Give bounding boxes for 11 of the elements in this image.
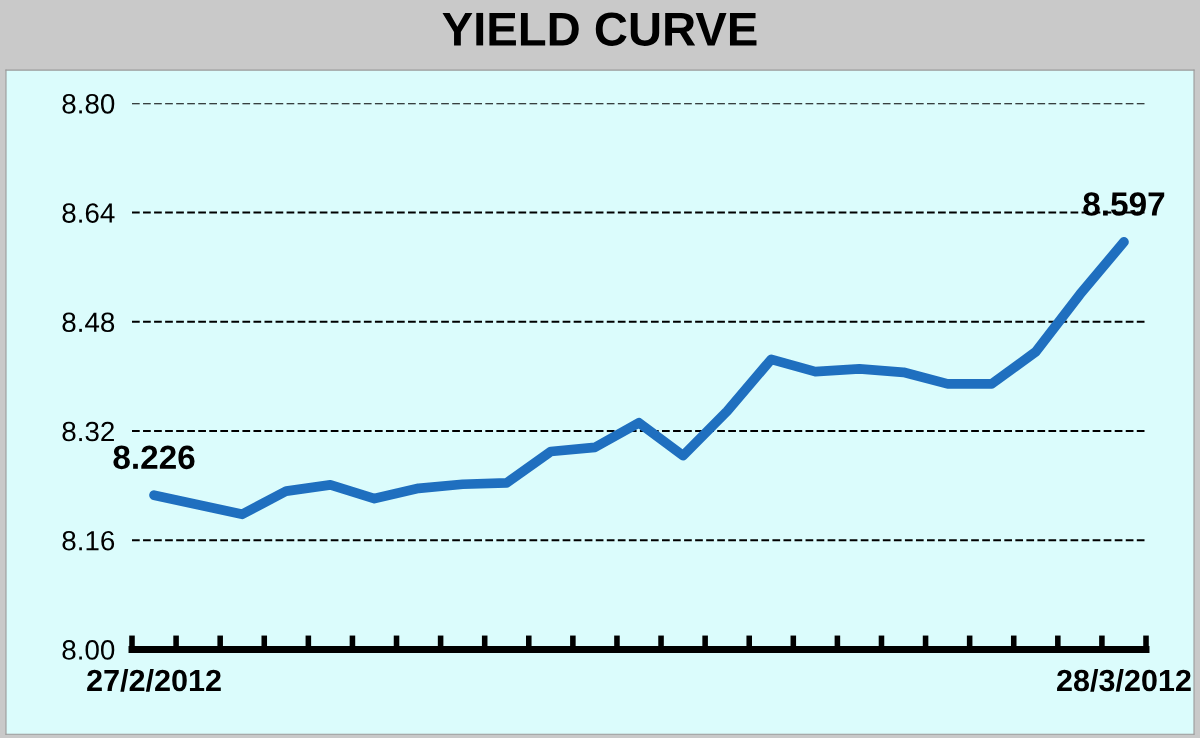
text: 8.64 (62, 203, 115, 223)
text: 8.16 (62, 530, 115, 551)
text: 8.80 (62, 93, 115, 114)
chart-title: YIELD CURVE (442, 12, 757, 46)
text: 8.00 (62, 640, 115, 660)
text: 8.48 (62, 312, 115, 333)
data-label: 8.597 (1083, 192, 1165, 216)
data-label: 8.226 (113, 445, 195, 470)
x-tick-label: 28/3/2012 (1057, 668, 1191, 692)
text: 8.32 (62, 421, 114, 442)
x-tick-label: 27/2/2012 (87, 668, 221, 692)
